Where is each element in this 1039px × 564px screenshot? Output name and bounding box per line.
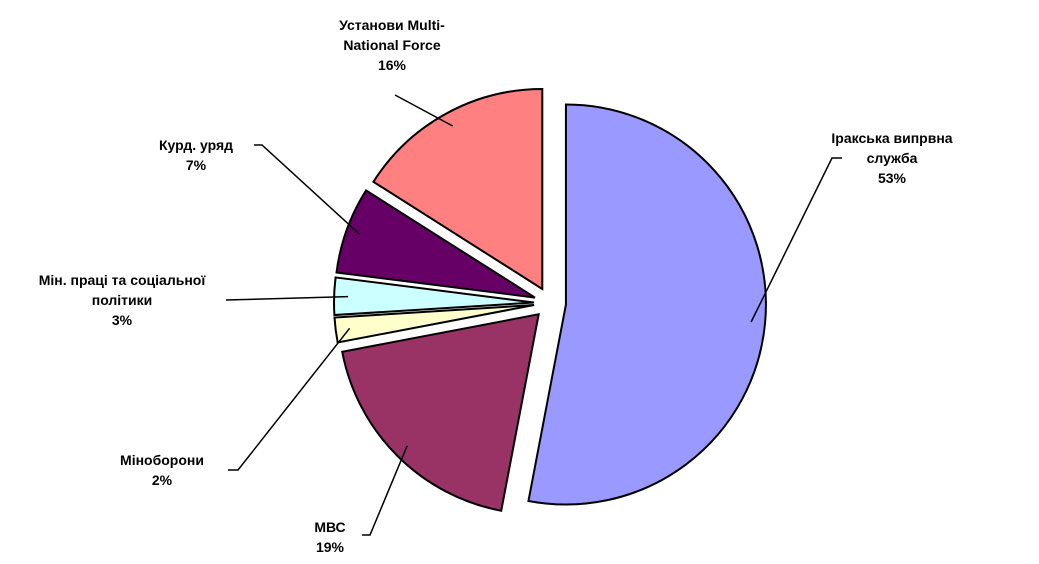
- category-name: Міноборони: [120, 452, 204, 468]
- category-name: Курд. уряд: [158, 137, 234, 153]
- slice-label: Іракська випрвна служба 53%: [817, 128, 967, 188]
- pie-slice: [527, 103, 767, 506]
- category-name: МВС: [314, 519, 346, 535]
- percent-label: 19%: [315, 539, 345, 555]
- pie-slice: [341, 313, 540, 512]
- pie-slice: [335, 189, 536, 299]
- percent-label: 53%: [877, 170, 907, 186]
- category-name: Мін. праці та соціальної політики: [38, 272, 206, 308]
- slice-label: Мін. праці та соціальної політики 3%: [17, 270, 227, 330]
- slice-label: Курд. уряд 7%: [136, 135, 256, 175]
- slice-label: Установи Multi-National Force 16%: [317, 15, 467, 75]
- pie-slice: [333, 276, 535, 317]
- percent-label: 7%: [185, 157, 207, 173]
- category-name: Установи Multi-National Force: [339, 17, 445, 53]
- leader-line: [254, 144, 361, 236]
- leader-line: [394, 94, 454, 127]
- slice-label: МВС 19%: [290, 517, 370, 557]
- percent-label: 3%: [111, 312, 133, 328]
- leader-line: [750, 157, 842, 323]
- leader-line: [362, 445, 408, 536]
- percent-label: 2%: [151, 472, 173, 488]
- slice-label: Міноборони 2%: [102, 450, 222, 490]
- category-name: Іракська випрвна служба: [831, 130, 953, 166]
- leader-line: [228, 327, 351, 471]
- leader-line: [225, 295, 349, 301]
- pie-slice: [372, 87, 544, 291]
- percent-label: 16%: [377, 57, 407, 73]
